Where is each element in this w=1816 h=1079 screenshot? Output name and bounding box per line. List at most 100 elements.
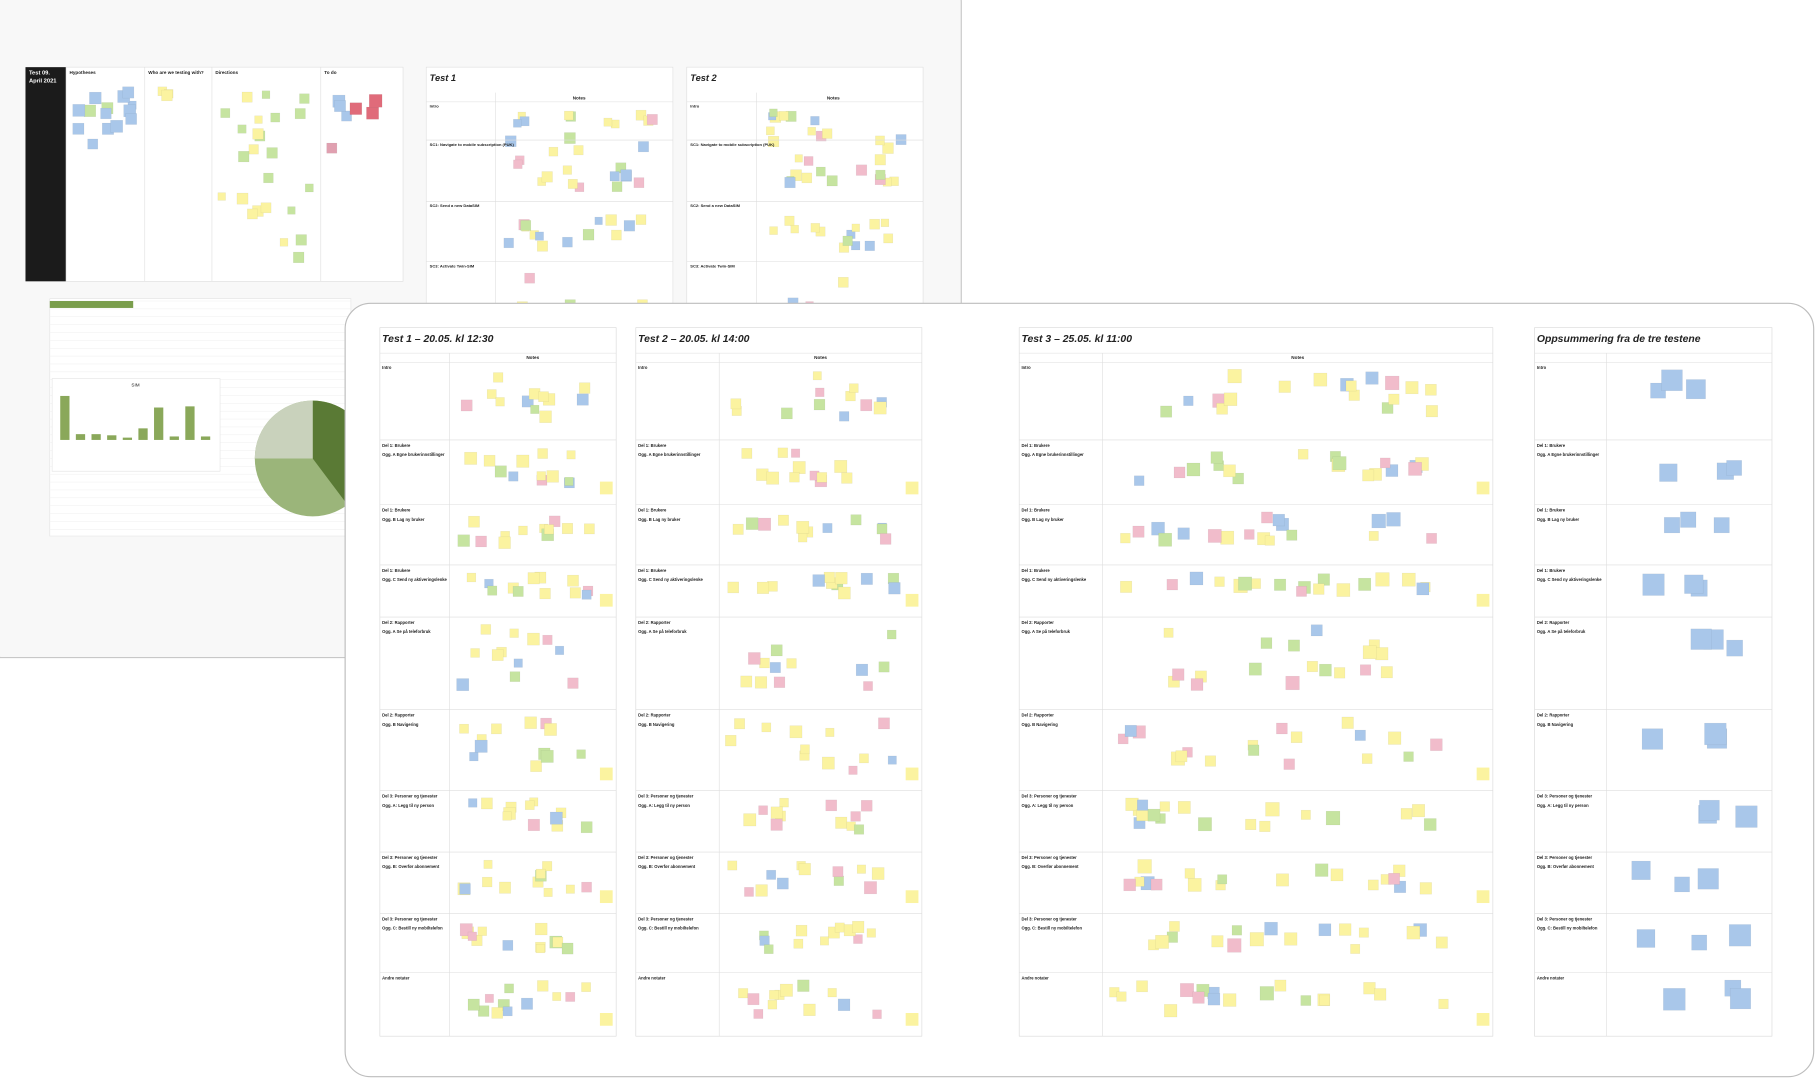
row-section: Del 2: Rapporter [382, 620, 415, 625]
sticky-note [758, 805, 768, 815]
sticky-note [566, 450, 576, 460]
decor-bar [122, 437, 133, 440]
sticky-note [161, 89, 173, 102]
sticky-note [832, 866, 844, 878]
sticky-note [816, 472, 828, 483]
sticky-note [812, 371, 822, 381]
sticky-note [541, 171, 553, 183]
sticky-note [263, 172, 274, 184]
sticky-note [349, 102, 363, 115]
title-block-text: April 2021 [29, 79, 57, 85]
sticky-note [1158, 532, 1172, 547]
sticky-note [100, 107, 112, 120]
sticky-note [1313, 372, 1328, 387]
sticky-note [238, 151, 250, 163]
sticky-note [871, 867, 885, 880]
sticky-note [562, 165, 572, 175]
sticky-note [567, 574, 579, 587]
sticky-note [1172, 668, 1185, 681]
sticky-note [1163, 627, 1174, 638]
column-header: Hypotheses [69, 70, 96, 75]
sticky-note [759, 657, 770, 669]
test-board [1018, 327, 1494, 1037]
sticky-note [810, 223, 820, 233]
sticky-note [549, 515, 561, 528]
sticky-note [859, 753, 869, 764]
sticky-note [609, 171, 620, 182]
sticky-note [1286, 529, 1298, 541]
sticky-note [794, 154, 803, 163]
sticky-note [539, 410, 552, 423]
row-task: Ogg. C Send ny aktiveringslenke [382, 577, 447, 582]
sticky-note [1276, 722, 1288, 735]
row-section: Intro [638, 365, 648, 370]
sticky-note [294, 108, 306, 120]
row-task: Ogg. A Se på teleforbruk [1537, 629, 1586, 634]
sticky-note [468, 798, 478, 808]
sticky-note [850, 811, 861, 822]
sticky-note [841, 472, 853, 484]
row-task: Ogg. B Lag ny bruker [1537, 517, 1580, 522]
sticky-note [727, 860, 738, 871]
sticky-note [474, 739, 488, 753]
sticky-note [83, 104, 97, 117]
sticky-note [797, 979, 810, 992]
sticky-note [544, 723, 557, 736]
row-task: Ogg. C: Bestill ny mobiltelefon [382, 926, 443, 931]
sticky-note [1423, 818, 1437, 831]
sticky-note [1260, 637, 1273, 649]
sticky-note [552, 936, 564, 948]
row-section: Intro [1537, 365, 1547, 370]
sticky-note [1177, 801, 1191, 814]
sticky-note [270, 112, 281, 123]
sticky-note [573, 145, 584, 156]
sticky-note [527, 632, 540, 646]
sticky-note [730, 398, 742, 410]
row-section: Del 1: Brukere [1537, 443, 1566, 448]
sticky-note [509, 628, 519, 638]
sticky-note [537, 240, 548, 252]
sticky-note [484, 993, 494, 1003]
sticky-note [803, 156, 814, 166]
decor-bar [60, 395, 70, 440]
sticky-note [1425, 405, 1438, 418]
sticky-note [801, 172, 813, 184]
sticky-note [1278, 380, 1291, 393]
row-section: Del 3: Personer og tjenester [382, 794, 438, 799]
sticky-note [1227, 938, 1242, 953]
sticky-note [1120, 533, 1131, 544]
sticky-note [516, 454, 530, 468]
sticky-note [1315, 863, 1329, 877]
sticky-note [581, 982, 591, 992]
column-header: To do [324, 70, 336, 75]
row-section: Del 3: Personer og tjenester [638, 794, 694, 799]
sticky-note [505, 135, 517, 147]
sticky-note [555, 645, 565, 655]
sticky-note [1274, 578, 1287, 591]
column-header: Directions [215, 70, 238, 75]
sticky-note [341, 110, 352, 122]
notes-header: Notes [573, 96, 586, 101]
sticky-note [1207, 529, 1222, 543]
sticky-note [576, 393, 589, 406]
sticky-note [535, 868, 546, 879]
sticky-note [876, 523, 888, 535]
sticky-note [1358, 927, 1369, 938]
sticky-note [766, 869, 777, 880]
sticky-note [1697, 868, 1719, 890]
sticky-note [502, 811, 512, 821]
sticky-note [1150, 878, 1163, 891]
row-task: Ogg. A: Legg til ny person [382, 803, 434, 808]
sticky-note [466, 572, 477, 583]
sticky-note [860, 572, 873, 585]
sticky-note [524, 272, 535, 284]
sticky-note [1276, 873, 1289, 887]
sticky-note [493, 372, 504, 383]
sticky-note [1222, 993, 1237, 1007]
sticky-note [1238, 576, 1252, 591]
sticky-note [770, 818, 783, 831]
sticky-note [220, 108, 231, 118]
sticky-note [635, 214, 647, 225]
sticky-note [498, 536, 511, 549]
